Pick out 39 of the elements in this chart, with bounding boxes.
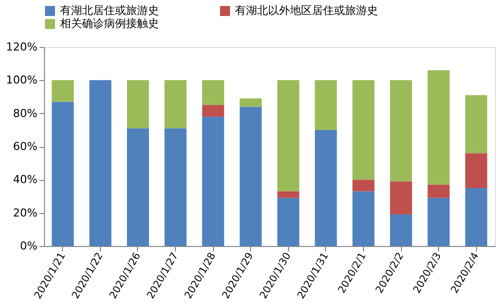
bar [390, 214, 412, 246]
y-tick-label: 80% [13, 106, 38, 120]
y-tick-label: 100% [6, 74, 38, 87]
bar [126, 80, 149, 128]
bar [465, 95, 488, 154]
bar [352, 180, 374, 192]
bar [164, 128, 187, 246]
bar [428, 70, 450, 185]
y-tick-label: 40% [13, 173, 38, 186]
bar [352, 80, 374, 180]
bar [277, 191, 300, 198]
bar [202, 80, 224, 106]
bar [314, 130, 337, 246]
y-tick-label: 60% [13, 140, 38, 153]
y-tick-label: 120% [6, 40, 38, 54]
bar [202, 105, 224, 117]
legend-label: 相关确诊病例接触史 [60, 17, 159, 30]
legend-label: 有湖北以外地区居住或旅游史 [235, 4, 378, 17]
y-tick-label: 20% [13, 206, 38, 220]
bar [428, 198, 450, 246]
bar [314, 80, 337, 130]
legend-label: 有湖北居住或旅游史 [60, 4, 159, 17]
bar [52, 102, 74, 246]
y-tick-label: 0% [20, 240, 38, 252]
bar [52, 80, 74, 102]
bar [277, 80, 300, 192]
bar [352, 191, 374, 246]
bar [277, 198, 300, 246]
bar [164, 80, 187, 128]
bar [428, 184, 450, 198]
bar [89, 80, 112, 246]
bar [240, 98, 262, 107]
bar [465, 188, 488, 246]
bar [390, 80, 412, 182]
bar [390, 181, 412, 214]
bar [126, 128, 149, 246]
bar [240, 106, 262, 246]
bar [202, 116, 224, 246]
bar [465, 153, 488, 188]
